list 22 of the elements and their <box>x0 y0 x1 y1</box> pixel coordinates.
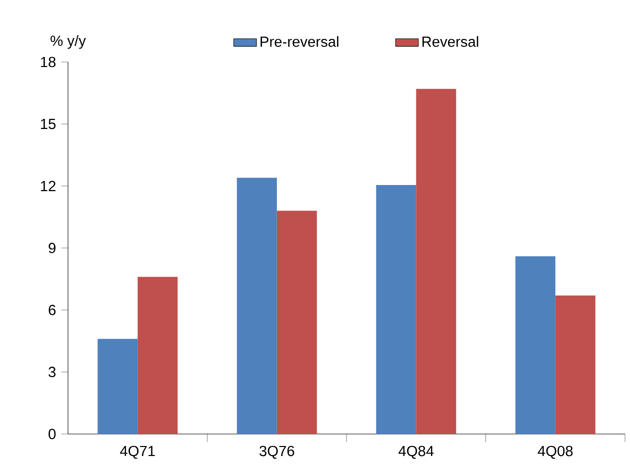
y-tick-label: 0 <box>48 428 56 440</box>
y-tick-label: 18 <box>40 56 56 68</box>
legend-label: Reversal <box>422 36 478 47</box>
y-tick-label: 15 <box>40 118 56 130</box>
y-tick-label: 12 <box>40 180 56 192</box>
y-tick-label: 6 <box>48 304 56 316</box>
x-tick-label: 4Q71 <box>120 446 155 459</box>
bar <box>276 210 317 434</box>
bar <box>515 256 556 434</box>
bar <box>236 178 277 434</box>
bar <box>376 184 416 434</box>
x-tick-label: 4Q84 <box>398 446 434 459</box>
bar <box>138 276 178 434</box>
y-axis-title: % y/y <box>50 35 86 49</box>
x-tick-label: 3Q76 <box>260 446 294 459</box>
bar <box>416 88 456 434</box>
y-tick-label: 3 <box>48 366 56 378</box>
x-tick-label: 4Q08 <box>538 446 573 459</box>
bar <box>98 338 138 434</box>
legend-label: Pre-reversal <box>260 36 338 47</box>
y-tick-label: 9 <box>48 242 56 254</box>
bar <box>555 296 596 434</box>
